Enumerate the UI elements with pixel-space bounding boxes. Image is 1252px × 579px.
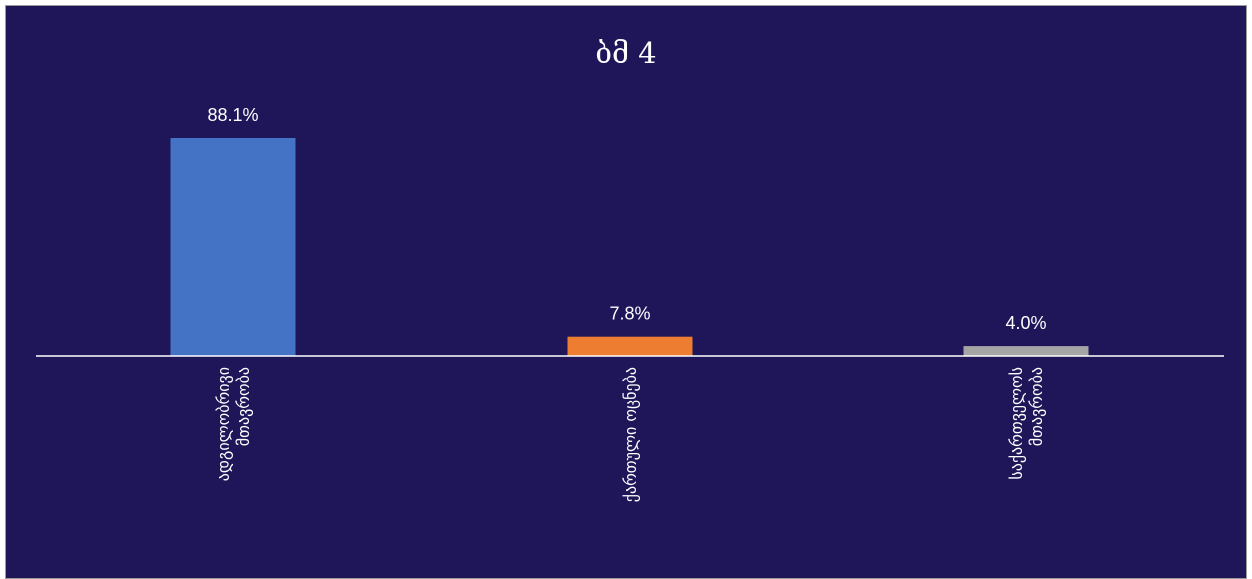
data-label-2: 7.8% xyxy=(609,304,650,324)
category-label-line: ადგილობრივი xyxy=(214,367,233,481)
bar-2 xyxy=(567,336,693,356)
category-label-line: მთავრობა xyxy=(1027,367,1046,446)
data-label-3: 4.0% xyxy=(1005,313,1046,333)
chart-title: ბმ 4 xyxy=(595,36,656,70)
bar-1 xyxy=(170,138,296,356)
category-label-line: მთავრობა xyxy=(234,367,253,446)
category-label-line: საქართველოს xyxy=(1007,367,1026,480)
category-label-2: ქართული ოცნება xyxy=(621,367,640,502)
bar-3 xyxy=(963,346,1089,356)
category-label-3: საქართველოს მთავრობა xyxy=(1007,367,1046,480)
data-label-1: 88.1% xyxy=(207,105,258,125)
category-label-line: ქართული ოცნება xyxy=(621,367,640,502)
category-label-1: ადგილობრივი მთავრობა xyxy=(214,367,253,481)
